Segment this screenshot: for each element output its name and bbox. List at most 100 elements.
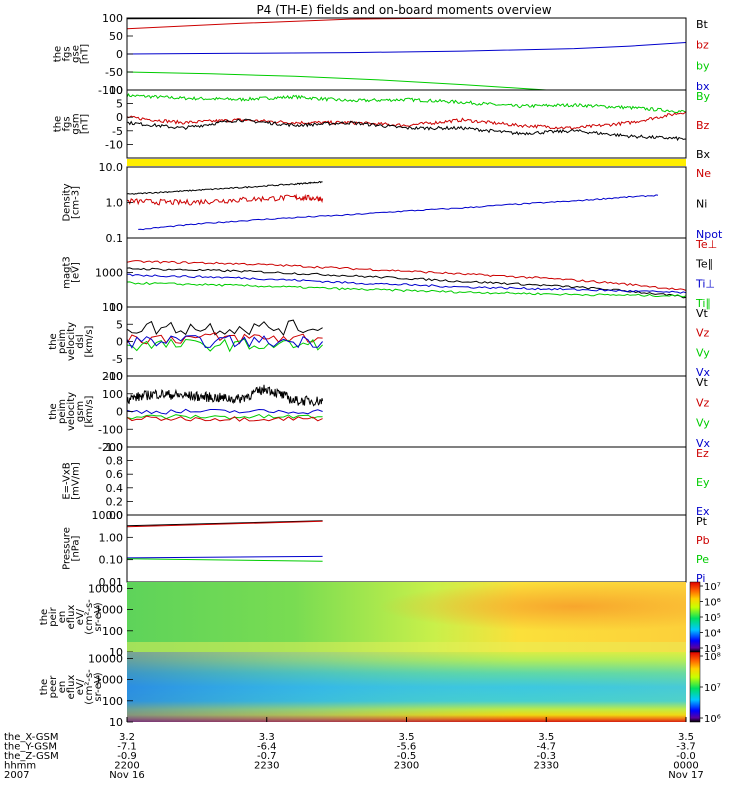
panel-frame — [126, 89, 687, 159]
y-tick-label: 1000 — [95, 674, 123, 687]
series-fgs_gsm-By — [126, 93, 687, 113]
y-axis-label: [km/s] — [84, 395, 95, 427]
x-row-value: 3.5 — [538, 732, 554, 743]
panel-frame — [126, 17, 687, 91]
y-axis-label: [nT] — [80, 114, 91, 134]
y-axis-label: [nPa] — [71, 535, 82, 561]
legend-Vy: Vy — [696, 417, 710, 430]
y-tick-label: -5 — [112, 125, 123, 138]
x-row-value: 3.5 — [678, 732, 694, 743]
y-axis-label: gsm — [75, 401, 86, 422]
x-row-label: the_Z-GSM — [4, 751, 59, 762]
y-axis-label: the — [48, 403, 59, 419]
x-row-label: the_X-GSM — [4, 732, 58, 743]
y-axis-label: peir — [48, 606, 59, 626]
y-axis-label: [nT] — [80, 44, 91, 64]
y-tick-label: 0 — [116, 336, 123, 349]
legend-Pt: Pt — [696, 515, 708, 528]
legend-Vz: Vz — [696, 396, 710, 409]
x-row-value: 2230 — [254, 761, 279, 772]
x-row-value: -0.5 — [397, 751, 417, 762]
legend-Bt: Bt — [696, 18, 709, 31]
y-axis-label: (cm²-s- — [84, 599, 95, 635]
y-tick-label: 100 — [102, 388, 123, 401]
y-tick-label: 1000 — [95, 604, 123, 617]
x-row-value: 3.5 — [399, 732, 415, 743]
y-axis-label: en — [57, 611, 68, 624]
legend-Ex: Ex — [696, 505, 710, 518]
legend-Vy: Vy — [696, 346, 710, 359]
y-axis-label: sr-eV) — [93, 602, 104, 631]
series-peim_gsm-Vt — [126, 384, 324, 407]
y-tick-label: 0.10 — [99, 554, 124, 567]
y-tick-label: 1.00 — [99, 531, 124, 544]
legend-Vx: Vx — [696, 366, 711, 379]
x-row-value: -4.7 — [536, 742, 556, 753]
flag-bar — [127, 159, 686, 166]
y-axis-label: velocity — [66, 392, 77, 431]
x-row-value: 2300 — [394, 761, 419, 772]
spectrogram-hotspot — [127, 582, 686, 652]
series-temp-Te∥ — [126, 267, 687, 299]
legend-by: by — [696, 59, 710, 72]
y-tick-label: 1.0 — [106, 197, 124, 210]
y-tick-label: -100 — [98, 84, 123, 97]
colorbar-tick-label: 10⁶ — [704, 598, 721, 609]
series-temp-Te⊥ — [126, 260, 687, 291]
y-tick-label: 0.1 — [106, 232, 124, 245]
y-axis-label: the — [39, 679, 50, 695]
y-axis-label: eV/ — [75, 678, 86, 695]
legend-Ti∥: Ti∥ — [695, 297, 711, 310]
legend-Pe: Pe — [696, 553, 709, 566]
x-row-value: -0.3 — [536, 751, 556, 762]
legend-Bx: Bx — [696, 148, 711, 161]
y-axis-label: en — [57, 681, 68, 694]
series-peim_dsl-Vz — [126, 331, 323, 345]
legend-Bz: Bz — [696, 119, 710, 132]
y-axis-label: Density — [62, 183, 73, 221]
x-row-value: Nov 16 — [109, 770, 144, 781]
y-axis-label: peim — [57, 329, 68, 354]
spectrogram-band — [127, 642, 686, 652]
y-tick-label: 5 — [116, 318, 123, 331]
colorbar-tick-label: 10⁸ — [704, 652, 721, 663]
series-peim_gsm-Vz — [126, 415, 323, 422]
panel-frame — [126, 514, 687, 583]
series-density-Npot — [138, 194, 659, 231]
y-tick-label: 1000 — [95, 267, 123, 280]
spectrogram-overlay — [127, 652, 686, 722]
panel-temp: 1000 100 magt3[eV] Te⊥ Te∥ Ti⊥ Ti∥ — [62, 237, 717, 314]
y-tick-label: 0.6 — [106, 468, 124, 481]
y-tick-label: 0.4 — [106, 482, 124, 495]
panel-frame — [126, 375, 687, 448]
x-row-value: -0.9 — [117, 751, 137, 762]
y-tick-label: 10.0 — [99, 161, 124, 174]
panel-frame — [126, 237, 687, 308]
colorbar-tick-label: 10⁷ — [704, 683, 721, 694]
panel-peer_spec: 10⁸ 10⁷ 10⁶ 10000 1000 100 10 thepeerenefluxeV/… — [39, 651, 721, 729]
legend-Vz: Vz — [696, 327, 710, 340]
y-tick-label: 100 — [102, 625, 123, 638]
x-row-label: 2007 — [4, 770, 29, 781]
y-tick-label: 100 — [102, 12, 123, 25]
y-tick-label: 10.00 — [92, 509, 124, 522]
series-temp-Ti∥ — [126, 281, 687, 298]
y-axis-label: peer — [48, 675, 59, 699]
y-tick-label: -10 — [105, 138, 123, 151]
y-axis-label: gse — [71, 45, 82, 63]
y-axis-label: eflux — [66, 605, 77, 630]
x-row-value: 2330 — [534, 761, 559, 772]
y-axis-label: (cm²-s- — [84, 669, 95, 705]
series-pressure-Pe — [126, 558, 323, 562]
legend-Npot: Npot — [696, 228, 723, 241]
y-tick-label: 50 — [109, 30, 123, 43]
y-tick-label: -50 — [105, 66, 123, 79]
x-row-label: the_Y-GSM — [4, 742, 57, 753]
y-axis-label: eflux — [66, 675, 77, 700]
y-axis-label: fgs — [62, 46, 73, 61]
legend-Pb: Pb — [696, 534, 710, 547]
y-axis-label: [cm-3] — [71, 186, 82, 219]
